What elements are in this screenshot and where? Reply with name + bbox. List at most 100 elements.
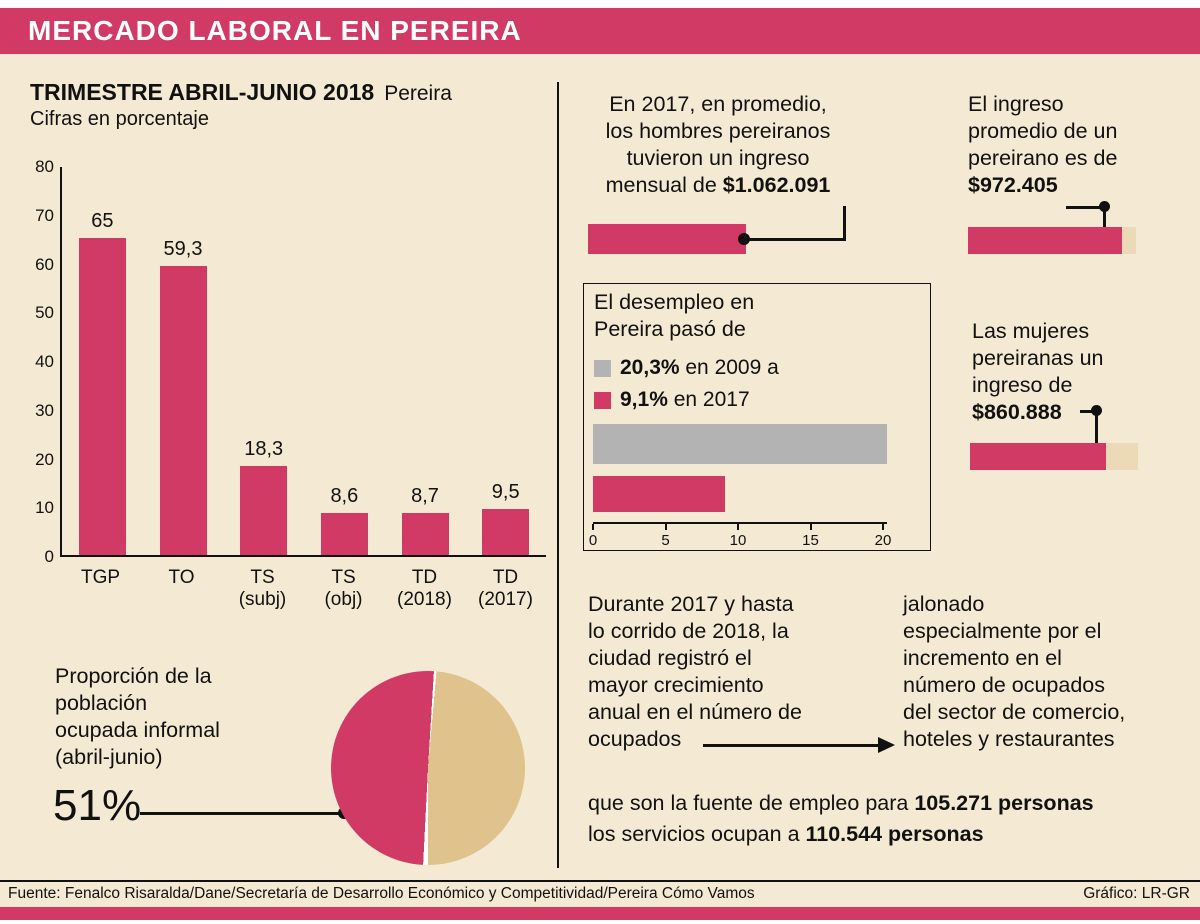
- bar-value-label: 59,3: [163, 238, 203, 260]
- y-axis-tick-label: 10: [35, 498, 54, 518]
- bar-chart-plot-area: 65 59,3 18,3 8,6 8,7 9,5: [60, 167, 546, 557]
- growth-text-right: jalonado especialmente por el incremento e…: [903, 592, 1126, 751]
- bar: [401, 513, 449, 555]
- unemployment-bars: [593, 424, 887, 512]
- arrow-right-icon: [878, 737, 895, 753]
- bar-column: 9,5: [465, 167, 546, 555]
- y-axis-tick-label: 70: [35, 205, 54, 225]
- average-callout-line-horizontal: [1066, 206, 1102, 209]
- bar: [320, 513, 368, 555]
- men-income-amount: $1.062.091: [722, 173, 831, 197]
- women-income-amount: $860.888: [972, 400, 1062, 424]
- women-callout-dot: [1091, 405, 1102, 416]
- x-axis-tick-label: 5: [661, 532, 670, 549]
- pie-callout-line: [140, 812, 344, 815]
- average-callout-dot: [1099, 201, 1110, 212]
- x-axis-category-label: TGP: [80, 567, 121, 588]
- men-income-lines: En 2017, en promedio, los hombres pereira…: [605, 92, 831, 170]
- x-axis-tick: [882, 524, 884, 530]
- women-callout-line-horizontal: [1080, 410, 1094, 413]
- bar-column: 18,3: [223, 167, 304, 555]
- unemployment-bar: [593, 476, 725, 512]
- x-axis-tick-label: 15: [802, 532, 819, 549]
- employment-figures: que son la fuente de empleo para 105.271…: [588, 788, 1094, 850]
- x-axis-category-label: TD (2018): [397, 567, 452, 610]
- x-axis-category-label: TS (obj): [324, 567, 363, 610]
- men-income-prefix: mensual de: [605, 173, 723, 197]
- x-axis-category-label: TS (subj): [238, 567, 287, 610]
- employment-line-1: que son la fuente de empleo para 105.271…: [588, 788, 1094, 819]
- bar-value-label: 8,6: [330, 485, 359, 507]
- bar-value-label: 8,7: [411, 485, 439, 507]
- legend-rest-2017: en 2017: [667, 388, 750, 411]
- unemployment-x-axis: 0 5 10 15 20: [589, 522, 891, 549]
- header-banner: MERCADO LABORAL EN PEREIRA: [0, 8, 1200, 54]
- y-axis-tick-label: 40: [35, 352, 54, 371]
- left-chart-header: TRIMESTRE ABRIL-JUNIO 2018 Pereira: [30, 79, 452, 106]
- graphic-credit: Gráfico: LR-GR: [1083, 885, 1190, 902]
- x-axis-tick-label: 20: [874, 532, 892, 549]
- average-income-amount: $972.405: [968, 173, 1058, 197]
- employment-line-1-prefix: que son la fuente de empleo para: [588, 791, 915, 815]
- legend-swatch-2009: [594, 359, 611, 377]
- informal-pie-chart: [331, 671, 525, 865]
- women-income-bar: [970, 443, 1138, 470]
- y-axis-tick-label: 80: [35, 157, 54, 176]
- bar-value-label: 18,3: [244, 438, 284, 460]
- legend-label-2017: 9,1% en 2017: [620, 388, 750, 412]
- legend-label-2009: 20,3% en 2009 a: [620, 356, 779, 380]
- x-axis-tick: [664, 524, 667, 530]
- women-income-lines: Las mujeres pereiranas un ingreso de: [972, 319, 1104, 397]
- legend-rest-2009: en 2009 a: [679, 356, 779, 379]
- men-callout-line-vertical: [843, 206, 846, 240]
- y-axis-tick-label: 50: [35, 303, 54, 323]
- x-axis-tick: [592, 524, 594, 530]
- arrow-line: [703, 744, 880, 747]
- x-axis-category-label: TD (2017): [478, 567, 533, 610]
- men-income-bar: [588, 224, 746, 254]
- employment-line-2-value: 110.544 personas: [805, 822, 984, 846]
- bar-value-label: 9,5: [491, 481, 520, 503]
- bar-value-label: 65: [91, 210, 114, 232]
- x-axis-tick: [737, 524, 739, 530]
- footer-divider: [0, 880, 1200, 882]
- unemployment-title: El desempleo en Pereira pasó de: [594, 290, 755, 341]
- x-axis-tick: [809, 524, 812, 530]
- left-chart-subtitle: Cifras en porcentaje: [30, 108, 209, 130]
- legend-value-2009: 20,3%: [620, 356, 680, 379]
- legend-item-2017: 9,1% en 2017: [594, 388, 750, 412]
- bar: [78, 238, 126, 555]
- average-income-bar-fill: [968, 227, 1122, 254]
- employment-line-1-value: 105.271 personas: [914, 791, 1094, 815]
- informal-percentage-value: 51%: [53, 781, 142, 830]
- bottom-banner: [0, 907, 1200, 920]
- left-chart-region: Pereira: [384, 82, 452, 105]
- bar: [482, 509, 530, 555]
- average-income-bar: [968, 227, 1136, 254]
- x-axis-tick-label: 10: [729, 532, 747, 549]
- average-income-text: El ingreso promedio de un pereirano es de …: [968, 91, 1193, 199]
- women-income-text: Las mujeres pereiranas un ingreso de $860.…: [972, 318, 1197, 426]
- women-income-bar-fill: [970, 443, 1106, 470]
- x-axis-category-label: TO: [168, 567, 195, 588]
- left-chart-title: TRIMESTRE ABRIL-JUNIO 2018: [30, 79, 375, 105]
- informal-population-caption: Proporción de la población ocupada informa…: [55, 664, 220, 769]
- unemployment-box: El desempleo en Pereira pasó de 20,3% en …: [583, 283, 931, 551]
- page-title: MERCADO LABORAL EN PEREIRA: [28, 15, 522, 46]
- growth-text-left: Durante 2017 y hasta lo corrido de 2018, …: [588, 592, 802, 751]
- bar: [159, 266, 207, 555]
- bar-column: 8,7: [385, 167, 466, 555]
- bar-chart-category-labels: TGP TO TS (subj) TS (obj) TD (2018) TD (2017): [60, 567, 546, 611]
- legend-swatch-2017: [594, 391, 611, 409]
- y-axis-tick-label: 30: [35, 400, 54, 420]
- legend-value-2017: 9,1%: [620, 388, 668, 411]
- men-callout-line-horizontal: [744, 238, 846, 241]
- average-income-lines: El ingreso promedio de un pereirano es de: [968, 92, 1118, 170]
- unemployment-bar: [593, 424, 887, 464]
- y-axis-tick-label: 20: [35, 449, 54, 469]
- women-callout-line-vertical: [1095, 411, 1098, 443]
- y-axis-tick-label: 0: [44, 547, 54, 566]
- column-divider: [557, 82, 559, 868]
- bar-chart-y-axis: 0 10 20 30 40 50 60 70 80: [30, 157, 56, 566]
